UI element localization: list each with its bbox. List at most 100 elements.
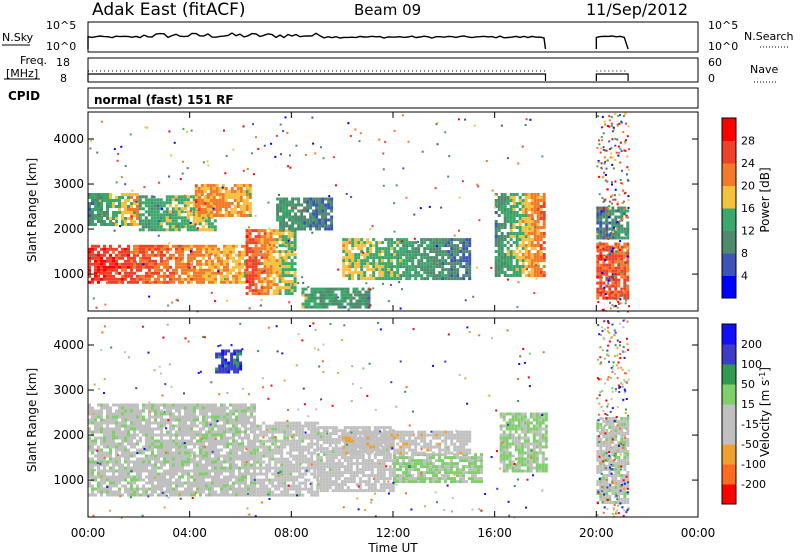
power-colorbar-label: Power [dB]	[758, 167, 772, 232]
velocity-band-1	[253, 421, 320, 497]
time-axis-label: Time UT	[367, 541, 418, 554]
velocity-colorbar-swatch-1	[722, 464, 736, 485]
velocity-panel: 1000 2000 3000 4000 Slant Range [km] 200 100…	[25, 317, 773, 519]
velocity-ytick-0: 1000	[53, 473, 84, 487]
velocity-heatmap-cells	[88, 319, 630, 519]
power-colorbar-tick-2: 12	[741, 225, 755, 238]
velocity-colorbar-tick-2: 50	[741, 378, 755, 391]
power-colorbar-swatch-3	[722, 208, 736, 231]
power-colorbar-tick-6: 28	[741, 135, 755, 148]
velocity-colorbar-swatch-3	[722, 424, 736, 445]
velocity-colorbar-swatch-7	[722, 344, 736, 365]
nsearch-tick-bottom: 10^0	[708, 40, 738, 53]
nsky-trace-segment-1	[595, 35, 629, 50]
power-band-6	[301, 287, 371, 309]
velocity-colorbar-swatch-0	[722, 484, 736, 505]
nsky-tick-bottom: 10^0	[46, 40, 76, 53]
time-tick-0: 00:00	[71, 526, 106, 540]
freq-tick-bottom: 8	[60, 72, 67, 85]
power-ylabel: Slant Range [km]	[25, 158, 39, 262]
power-colorbar-tick-3: 16	[741, 202, 755, 215]
velocity-colorbar-tick-6: -100	[741, 458, 766, 471]
freq-trace-segment-1	[595, 73, 629, 81]
velocity-axes: 1000 2000 3000 4000	[53, 318, 699, 517]
time-tick-6: 00:00	[681, 526, 716, 540]
velocity-colorbar-tick-0: 200	[741, 338, 762, 351]
cpid-value: normal (fast) 151 RF	[94, 93, 234, 107]
velocity-band-0	[88, 403, 256, 497]
power-band-9	[596, 242, 630, 300]
power-colorbar-swatch-1	[722, 253, 736, 276]
power-colorbar-swatch-2	[722, 230, 736, 254]
power-ytick-1: 2000	[53, 222, 84, 236]
velocity-colorbar-tick-1: 100	[741, 358, 762, 371]
power-band-0	[88, 244, 247, 284]
freq-label-line1: Freq.	[20, 54, 47, 67]
power-colorbar-swatch-6	[722, 140, 736, 164]
power-colorbar-swatch-0	[722, 275, 736, 299]
time-axis-tick-labels: 00:00 04:00 08:00 12:00 16:00 20:00 00:00	[71, 526, 716, 540]
nsky-trace-segment-0	[87, 32, 547, 50]
velocity-colorbar-label: Velocity [m s-1]	[758, 367, 773, 457]
velocity-colorbar: 200 100 50 15 -15 -50 -100 -200	[721, 323, 766, 505]
power-scatter	[89, 112, 631, 313]
velocity-colorbar-tick-7: -200	[741, 478, 766, 491]
power-colorbar-swatch-7	[722, 118, 736, 141]
power-colorbar-tick-0: 4	[741, 270, 748, 283]
velocity-band-3	[393, 453, 483, 484]
velocity-colorbar-swatch-5	[722, 384, 736, 405]
velocity-ytick-1: 2000	[53, 428, 84, 442]
power-ytick-2: 3000	[53, 177, 84, 191]
time-tick-1: 04:00	[172, 526, 207, 540]
power-ytick-3: 4000	[53, 132, 84, 146]
power-band-5	[276, 197, 334, 231]
power-colorbar-tick-4: 20	[741, 180, 755, 193]
nsky-label: N.Sky	[2, 31, 34, 44]
nsearch-label: N.Search	[744, 30, 794, 43]
velocity-colorbar-swatch-8	[722, 324, 736, 345]
velocity-colorbar-tick-3: 15	[741, 398, 755, 411]
power-heatmap-cells	[88, 112, 631, 313]
velocity-colorbar-tick-5: -50	[741, 438, 759, 451]
velocity-band-7	[215, 349, 243, 374]
time-tick-4: 16:00	[477, 526, 512, 540]
beam-label: Beam 09	[354, 1, 421, 19]
power-colorbar-tick-5: 24	[741, 157, 755, 170]
freq-panel: Freq. [MHz] 18 8 60 0 Nave	[4, 54, 778, 85]
velocity-scatter	[92, 319, 630, 519]
power-band-8	[494, 193, 546, 277]
time-tick-3: 12:00	[376, 526, 411, 540]
cpid-label: CPID	[8, 89, 40, 103]
power-band-4	[245, 229, 297, 296]
velocity-ylabel: Slant Range [km]	[25, 368, 39, 472]
nave-tick-bottom: 0	[708, 72, 715, 85]
freq-trace-segment-0	[87, 73, 547, 81]
nsky-trace	[87, 32, 629, 50]
nave-tick-top: 60	[708, 56, 722, 69]
power-ytick-0: 1000	[53, 267, 84, 281]
velocity-band-5	[499, 412, 548, 473]
nave-label: Nave	[750, 63, 778, 76]
power-colorbar-swatch-5	[722, 163, 736, 186]
freq-tick-top: 18	[56, 56, 70, 69]
power-band-3	[194, 184, 252, 217]
time-tick-2: 08:00	[274, 526, 309, 540]
power-colorbar-swatch-4	[722, 185, 736, 209]
nsky-panel: N.Sky 10^5 10^0 10^5 10^0 N.Search	[2, 19, 794, 53]
freq-label-line2: [MHz]	[6, 67, 38, 80]
power-axes: 1000 2000 3000 4000	[53, 112, 699, 311]
velocity-colorbar-swatch-2	[722, 444, 736, 465]
time-tick-5: 20:00	[579, 526, 614, 540]
cpid-box	[87, 87, 699, 109]
velocity-colorbar-tick-4: -15	[741, 418, 759, 431]
power-colorbar-tick-1: 8	[741, 247, 748, 260]
velocity-ytick-2: 3000	[53, 383, 84, 397]
freq-trace	[87, 70, 629, 81]
power-band-7	[342, 238, 472, 281]
nsearch-tick-top: 10^5	[708, 19, 738, 32]
date-label: 11/Sep/2012	[586, 0, 688, 19]
radar-title: Adak East (fitACF)	[92, 0, 246, 20]
nsky-tick-top: 10^5	[46, 19, 76, 32]
velocity-colorbar-swatch-4	[722, 404, 736, 425]
